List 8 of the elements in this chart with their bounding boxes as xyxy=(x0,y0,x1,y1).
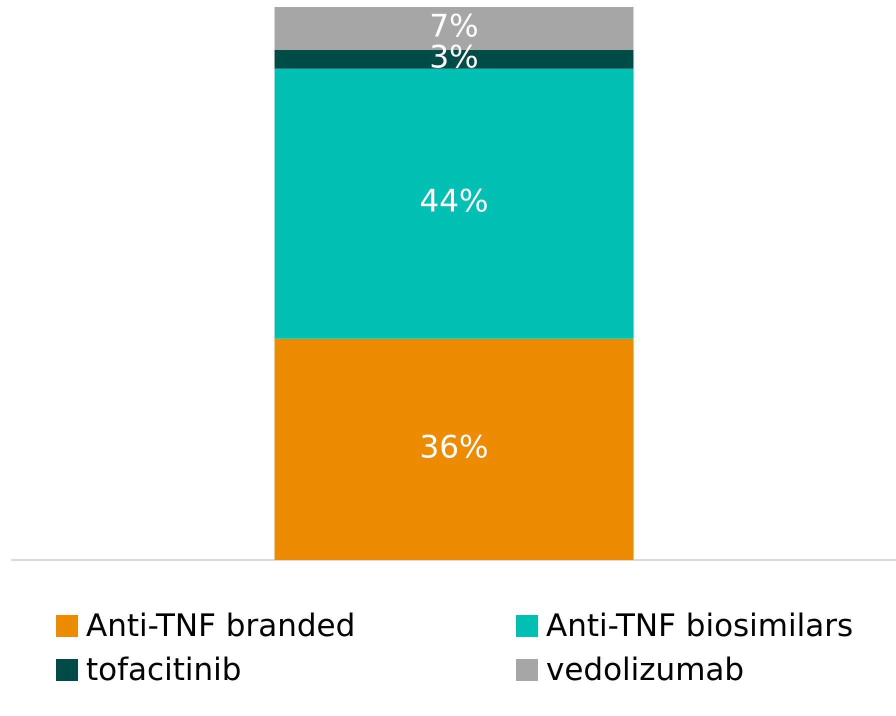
bar xyxy=(274,338,634,560)
legend-label: Anti-TNF branded xyxy=(86,608,356,644)
legend-label: tofacitinib xyxy=(86,652,242,688)
data-label: 44% xyxy=(420,184,488,220)
legend-label: Anti-TNF biosimilars xyxy=(546,608,854,644)
bar xyxy=(274,68,634,339)
data-label: 36% xyxy=(420,429,488,466)
legend-label: vedolizumab xyxy=(546,652,744,688)
